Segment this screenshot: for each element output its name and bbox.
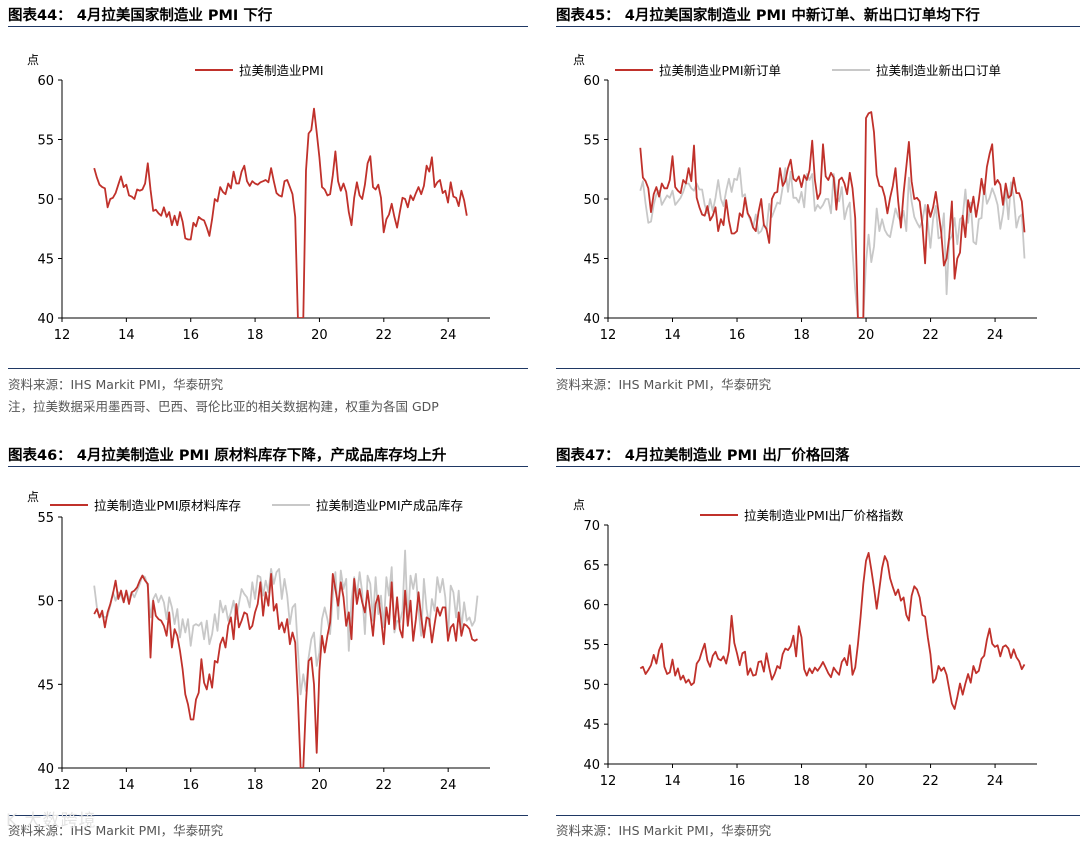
x-tick-label: 14 — [664, 774, 681, 789]
x-tick-label: 14 — [118, 778, 135, 793]
title-divider — [8, 26, 528, 27]
x-tick-label: 24 — [987, 328, 1004, 343]
y-tick-label: 40 — [37, 312, 54, 327]
series-line-2 — [93, 549, 479, 696]
y-tick-label: 50 — [583, 678, 600, 693]
x-tick-label: 16 — [182, 778, 199, 793]
y-axis-label: 点 — [573, 53, 585, 67]
y-tick-label: 55 — [583, 134, 600, 149]
chart-title: 图表45： 4月拉美国家制造业 PMI 中新订单、新出口订单均下行 — [556, 8, 980, 24]
y-tick-label: 55 — [37, 511, 54, 526]
legend-label: 拉美制造业PMI新订单 — [659, 63, 781, 78]
y-tick-label: 50 — [37, 193, 54, 208]
x-tick-label: 12 — [54, 328, 71, 343]
legend-label: 拉美制造业PMI原材料库存 — [94, 498, 241, 513]
y-tick-label: 40 — [583, 312, 600, 327]
legend-label: 拉美制造业新出口订单 — [876, 63, 1001, 78]
y-tick-label: 50 — [37, 595, 54, 610]
x-tick-label: 24 — [987, 774, 1004, 789]
x-tick-label: 22 — [376, 778, 393, 793]
x-tick-label: 12 — [54, 778, 71, 793]
chart-plot: 40 45 50 55 60 65 70 12 14 16 18 20 22 24 点拉美制造业PMI出厂价… — [573, 498, 1037, 789]
chart-panel-47: 图表47： 4月拉美制造业 PMI 出厂价格回落 40 45 50 55 60 65 70 1… — [540, 440, 1080, 860]
x-tick-label: 22 — [922, 774, 939, 789]
x-tick-label: 20 — [858, 328, 875, 343]
series-line-2 — [639, 167, 1026, 318]
x-tick-label: 24 — [440, 328, 457, 343]
series-line-1 — [639, 111, 1026, 318]
series-line-1 — [93, 573, 478, 768]
y-tick-label: 55 — [37, 134, 54, 149]
title-divider — [8, 466, 528, 467]
x-tick-label: 16 — [729, 328, 746, 343]
legend-label: 拉美制造业PMI — [239, 63, 324, 78]
x-tick-label: 24 — [440, 778, 457, 793]
chart-title: 图表44： 4月拉美国家制造业 PMI 下行 — [8, 8, 273, 24]
title-divider — [556, 466, 1080, 467]
legend-label: 拉美制造业PMI产成品库存 — [316, 498, 463, 513]
title-divider — [556, 26, 1080, 27]
x-tick-label: 20 — [311, 778, 328, 793]
x-tick-label: 20 — [311, 328, 328, 343]
watermark-logo: K 大数跨境 — [6, 811, 97, 831]
y-axis-label: 点 — [27, 53, 39, 67]
source-text: 资料来源：IHS Markit PMI，华泰研究 — [556, 377, 772, 392]
source-divider — [8, 815, 528, 816]
y-axis-label: 点 — [573, 498, 585, 512]
x-tick-label: 20 — [858, 774, 875, 789]
series-line-1 — [93, 107, 468, 318]
series-line-1 — [639, 552, 1026, 710]
source-divider — [556, 815, 1080, 816]
chart-panel-46: 图表46： 4月拉美制造业 PMI 原材料库存下降，产成品库存均上升 40 45 5… — [0, 440, 540, 860]
x-tick-label: 18 — [247, 778, 264, 793]
y-tick-label: 70 — [583, 519, 600, 534]
y-tick-label: 40 — [37, 762, 54, 777]
chart-title: 图表46： 4月拉美制造业 PMI 原材料库存下降，产成品库存均上升 — [8, 448, 447, 464]
chart-panel-44: 图表44： 4月拉美国家制造业 PMI 下行 40 45 50 55 60 12 14 16 1… — [0, 0, 540, 420]
chart-title: 图表47： 4月拉美制造业 PMI 出厂价格回落 — [556, 448, 850, 464]
x-tick-label: 16 — [182, 328, 199, 343]
x-tick-label: 14 — [118, 328, 135, 343]
x-tick-label: 22 — [922, 328, 939, 343]
y-tick-label: 65 — [583, 559, 600, 574]
x-tick-label: 18 — [793, 774, 810, 789]
chart-panel-45: 图表45： 4月拉美国家制造业 PMI 中新订单、新出口订单均下行 40 45 50… — [540, 0, 1080, 420]
x-tick-label: 12 — [600, 774, 617, 789]
note-text: 注，拉美数据采用墨西哥、巴西、哥伦比亚的相关数据构建，权重为各国 GDP — [8, 399, 439, 414]
y-tick-label: 45 — [37, 678, 54, 693]
y-tick-label: 40 — [583, 758, 600, 773]
x-tick-label: 14 — [664, 328, 681, 343]
legend-label: 拉美制造业PMI出厂价格指数 — [744, 508, 904, 523]
source-text: 资料来源：IHS Markit PMI，华泰研究 — [8, 377, 224, 392]
y-tick-label: 60 — [583, 599, 600, 614]
y-axis-label: 点 — [27, 490, 39, 504]
source-divider — [556, 368, 1080, 369]
y-tick-label: 45 — [583, 718, 600, 733]
source-text: 资料来源：IHS Markit PMI，华泰研究 — [8, 823, 224, 838]
y-tick-label: 55 — [583, 639, 600, 654]
y-tick-label: 60 — [583, 74, 600, 89]
x-tick-label: 18 — [793, 328, 810, 343]
x-tick-label: 12 — [600, 328, 617, 343]
x-tick-label: 16 — [729, 774, 746, 789]
x-tick-label: 22 — [376, 328, 393, 343]
y-tick-label: 45 — [583, 253, 600, 268]
source-divider — [8, 368, 528, 369]
y-tick-label: 60 — [37, 74, 54, 89]
y-tick-label: 50 — [583, 193, 600, 208]
y-tick-label: 45 — [37, 253, 54, 268]
source-text: 资料来源：IHS Markit PMI，华泰研究 — [556, 823, 772, 838]
x-tick-label: 18 — [247, 328, 264, 343]
